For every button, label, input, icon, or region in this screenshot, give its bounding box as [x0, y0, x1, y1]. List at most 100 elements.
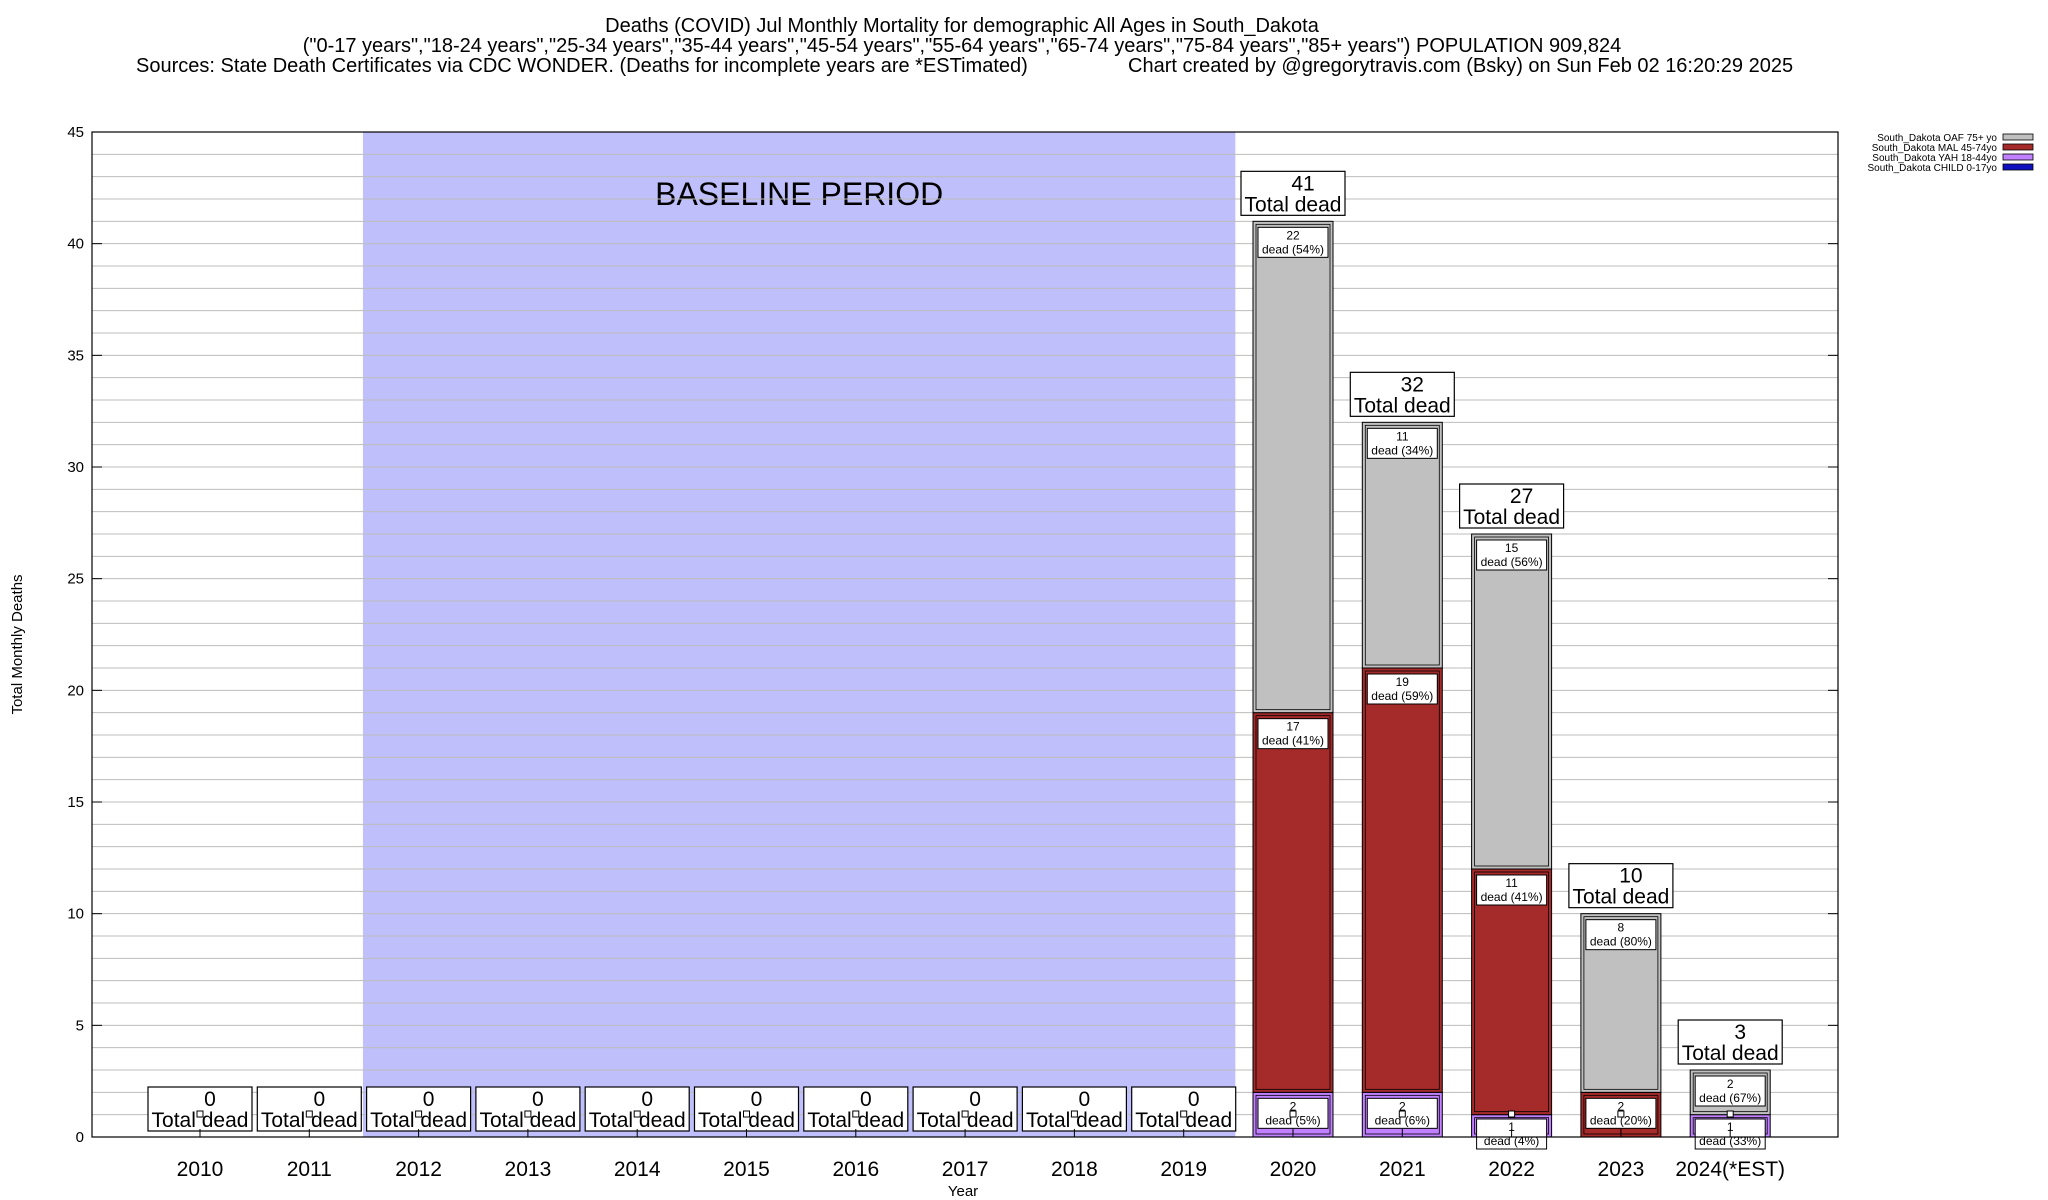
- segment-label-count: 17: [1286, 720, 1300, 734]
- legend-entry-label: South_Dakota CHILD 0-17yo: [1867, 163, 1997, 174]
- x-tick-label: 2018: [1051, 1158, 1098, 1181]
- legend-entry-label: South_Dakota MAL 45-74yo: [1872, 143, 1998, 154]
- title-line-3-sources: Sources: State Death Certificates via CD…: [136, 55, 1028, 77]
- total-label-box: [1131, 1086, 1237, 1132]
- total-label-text: Total dead: [152, 1109, 249, 1132]
- bars: [1252, 220, 1771, 1138]
- total-label-count: 0: [423, 1088, 435, 1111]
- x-tick-label: 2016: [832, 1158, 879, 1181]
- total-label-text: Total dead: [1572, 886, 1669, 909]
- segment-label-box: [1257, 718, 1329, 750]
- x-tick-label: 2023: [1598, 1158, 1645, 1181]
- total-label-box: [912, 1086, 1018, 1132]
- bar-marker: [1070, 1110, 1078, 1118]
- total-label-count: 41: [1291, 172, 1314, 195]
- legend-entry-label: South_Dakota YAH 18-44yo: [1872, 153, 1997, 164]
- total-label-box: [1349, 371, 1455, 417]
- bar-segment: [1471, 868, 1553, 1116]
- segment-label-text: dead (6%): [1375, 1113, 1430, 1127]
- segment-label-text: dead (80%): [1590, 935, 1652, 949]
- y-axis-title: Total Monthly Deaths: [9, 574, 26, 714]
- y-tick-label: 40: [67, 236, 84, 253]
- y-tick-label: 10: [67, 906, 84, 923]
- total-label-box: [256, 1086, 362, 1132]
- x-tick-label: 2015: [723, 1158, 770, 1181]
- segment-label-text: dead (20%): [1590, 1113, 1652, 1127]
- total-label-text: Total dead: [1245, 193, 1342, 216]
- legend-swatch: [2002, 163, 2034, 171]
- bar-marker: [961, 1110, 969, 1118]
- total-label-text: Total dead: [370, 1109, 467, 1132]
- bar-segment-inner-border: [1255, 715, 1331, 1090]
- total-label-count: 0: [1079, 1088, 1091, 1111]
- y-tick-label: 15: [67, 794, 84, 811]
- bar-segment-inner-border: [1583, 916, 1659, 1090]
- bar-marker: [524, 1110, 532, 1118]
- bar-segment: [1252, 220, 1334, 714]
- x-tick-label: 2021: [1379, 1158, 1426, 1181]
- x-tick-label: 2022: [1488, 1158, 1535, 1181]
- y-tick-label: 25: [67, 571, 84, 588]
- bar-marker: [1617, 1110, 1625, 1118]
- total-label-count: 0: [969, 1088, 981, 1111]
- x-tick-label: 2017: [942, 1158, 989, 1181]
- total-label-count: 0: [204, 1088, 216, 1111]
- total-label-box: [1240, 170, 1346, 216]
- x-tick-label: 2011: [287, 1158, 332, 1181]
- segment-label-count: 2: [1290, 1099, 1297, 1113]
- total-label-box: [1568, 863, 1674, 909]
- y-tick-label: 30: [67, 459, 84, 476]
- segment-label-count: 1: [1727, 1120, 1734, 1134]
- total-label-count: 0: [313, 1088, 325, 1111]
- legend-swatch: [2002, 153, 2034, 161]
- x-tick-label: 2012: [395, 1158, 442, 1181]
- segment-label-count: 2: [1399, 1099, 1406, 1113]
- segment-label-count: 15: [1505, 541, 1519, 555]
- total-label-box: [475, 1086, 581, 1132]
- total-label-box: [1458, 483, 1565, 529]
- bar-segment: [1471, 533, 1553, 870]
- segment-label-text: dead (59%): [1371, 689, 1433, 703]
- segment-label-text: dead (67%): [1699, 1091, 1761, 1105]
- bar-marker: [415, 1110, 423, 1118]
- total-label-text: Total dead: [261, 1109, 358, 1132]
- bar-segment-inner-border: [1364, 424, 1440, 666]
- bar-marker: [852, 1110, 860, 1118]
- bar-segment: [1361, 421, 1443, 669]
- segment-label-count: 11: [1396, 429, 1409, 443]
- segment-label-text: dead (54%): [1262, 242, 1324, 256]
- segment-label-box: [1366, 427, 1438, 459]
- bar-marker: [305, 1110, 313, 1118]
- bar-marker: [1508, 1110, 1516, 1118]
- total-label-text: Total dead: [479, 1109, 576, 1132]
- total-label-text: Total dead: [1682, 1042, 1779, 1065]
- title-line-1: Deaths (COVID) Jul Monthly Mortality for…: [605, 15, 1320, 37]
- segment-label-text: dead (41%): [1481, 890, 1543, 904]
- total-label-count: 0: [641, 1088, 653, 1111]
- total-label-text: Total dead: [589, 1109, 686, 1132]
- x-tick-label: 2020: [1270, 1158, 1317, 1181]
- total-label-count: 0: [751, 1088, 763, 1111]
- segment-label-count: 19: [1396, 675, 1410, 689]
- segment-label-box: [1585, 919, 1657, 951]
- bar-segment: [1252, 712, 1334, 1093]
- total-label-count: 27: [1510, 485, 1533, 508]
- bar-marker: [633, 1110, 641, 1118]
- segment-label-count: 1: [1508, 1120, 1515, 1134]
- x-axis-title: Year: [948, 1183, 978, 1200]
- segment-label-text: dead (34%): [1371, 443, 1433, 457]
- total-label-count: 32: [1401, 373, 1424, 396]
- legend-entry-label: South_Dakota OAF 75+ yo: [1877, 133, 1997, 144]
- segment-label-box: [1585, 1097, 1657, 1129]
- segment-label-count: 22: [1286, 228, 1300, 242]
- y-tick-label: 45: [67, 124, 84, 141]
- segment-label-count: 8: [1618, 921, 1625, 935]
- total-label-text: Total dead: [1135, 1109, 1232, 1132]
- total-label-count: 0: [532, 1088, 544, 1111]
- bar-segment: [1361, 667, 1443, 1093]
- baseline-period: BASELINE PERIOD: [362, 132, 1236, 1137]
- title-line-3-credit: Chart created by @gregorytravis.com (Bsk…: [1128, 55, 1793, 77]
